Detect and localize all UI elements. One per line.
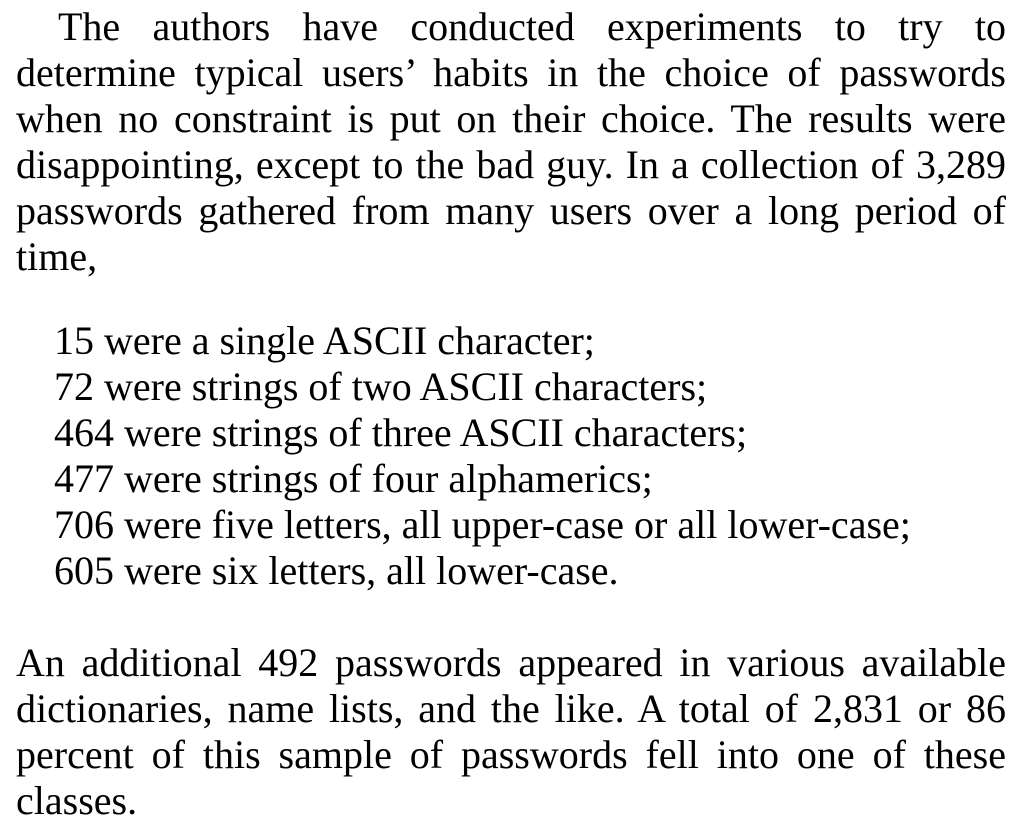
intro-paragraph: The authors have conducted experiments t… — [16, 4, 1006, 279]
list-item: 464 were strings of three ASCII characte… — [54, 410, 748, 455]
list-item: 477 were strings of four alphamerics; — [54, 456, 653, 501]
list-item: 605 were six letters, all lower-case. — [54, 548, 619, 593]
password-class-list: 15 were a single ASCII character; 72 wer… — [54, 318, 911, 594]
list-item: 72 were strings of two ASCII characters; — [54, 364, 708, 409]
list-item: 706 were five letters, all upper-case or… — [54, 502, 911, 547]
closing-paragraph: An additional 492 passwords appeared in … — [16, 640, 1006, 823]
list-item: 15 were a single ASCII character; — [54, 318, 595, 363]
